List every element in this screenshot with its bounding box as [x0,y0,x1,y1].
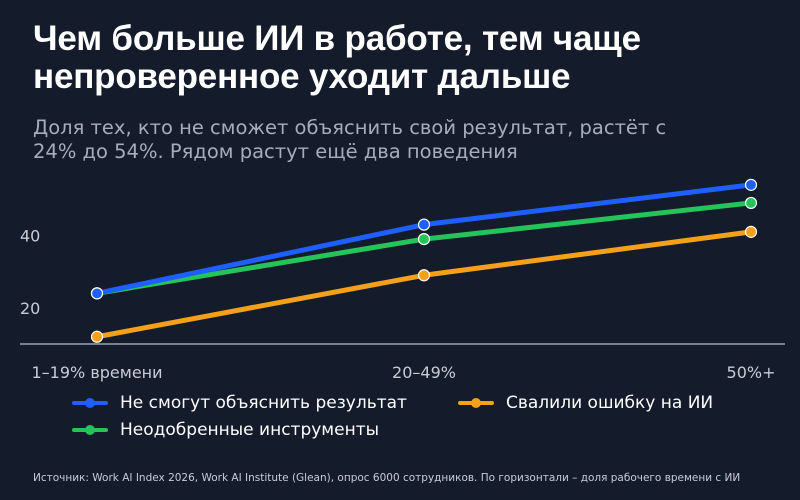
x-tick-label-1: 1–19% времени [31,363,162,382]
legend-item-green: Неодобренные инструменты [72,417,379,443]
series-line-3 [94,229,754,340]
y-tick-label-40: 40 [20,226,40,245]
chart-legend: Не смогут объяснить результат Свалили ош… [72,390,772,446]
legend-label-orange: Свалили ошибку на ИИ [506,393,714,413]
legend-label-blue: Не смогут объяснить результат [120,393,407,413]
source-note: Источник: Work AI Index 2026, Work AI In… [33,472,741,484]
series-1-point-1 [90,287,104,300]
line-chart: 20 40 1–19% времени 20–49% 50%+ [20,178,785,382]
legend-swatch-green [72,425,108,435]
legend-swatch-orange [458,398,494,408]
legend-swatch-blue [72,398,108,408]
legend-item-orange: Свалили ошибку на ИИ [458,390,713,416]
series-2-point-3 [744,196,758,210]
series-1-point-2 [417,218,431,231]
x-tick-label-2: 20–49% [392,363,456,382]
legend-label-green: Неодобренные инструменты [120,420,380,440]
series-3-point-1 [90,330,104,343]
chart-subtitle-line-2: 24% до 54%. Рядом растут ещё два поведен… [33,140,518,163]
chart-title-line-2: непроверенное уходит дальше [33,57,571,96]
series-1-point-3 [744,178,758,191]
y-tick-label-20: 20 [20,299,40,318]
x-tick-label-3: 50%+ [727,363,776,382]
legend-item-blue: Не смогут объяснить результат [72,390,407,416]
series-2-point-2 [417,233,431,246]
series-3-point-3 [744,225,758,238]
chart-title-line-1: Чем больше ИИ в работе, тем чаще [33,19,641,58]
series-3-point-2 [417,269,431,282]
chart-subtitle: Доля тех, кто не сможет объяснить свой р… [33,116,773,164]
chart-title: Чем больше ИИ в работе, тем чаще непрове… [33,20,773,96]
chart-subtitle-line-1: Доля тех, кто не сможет объяснить свой р… [33,116,667,139]
